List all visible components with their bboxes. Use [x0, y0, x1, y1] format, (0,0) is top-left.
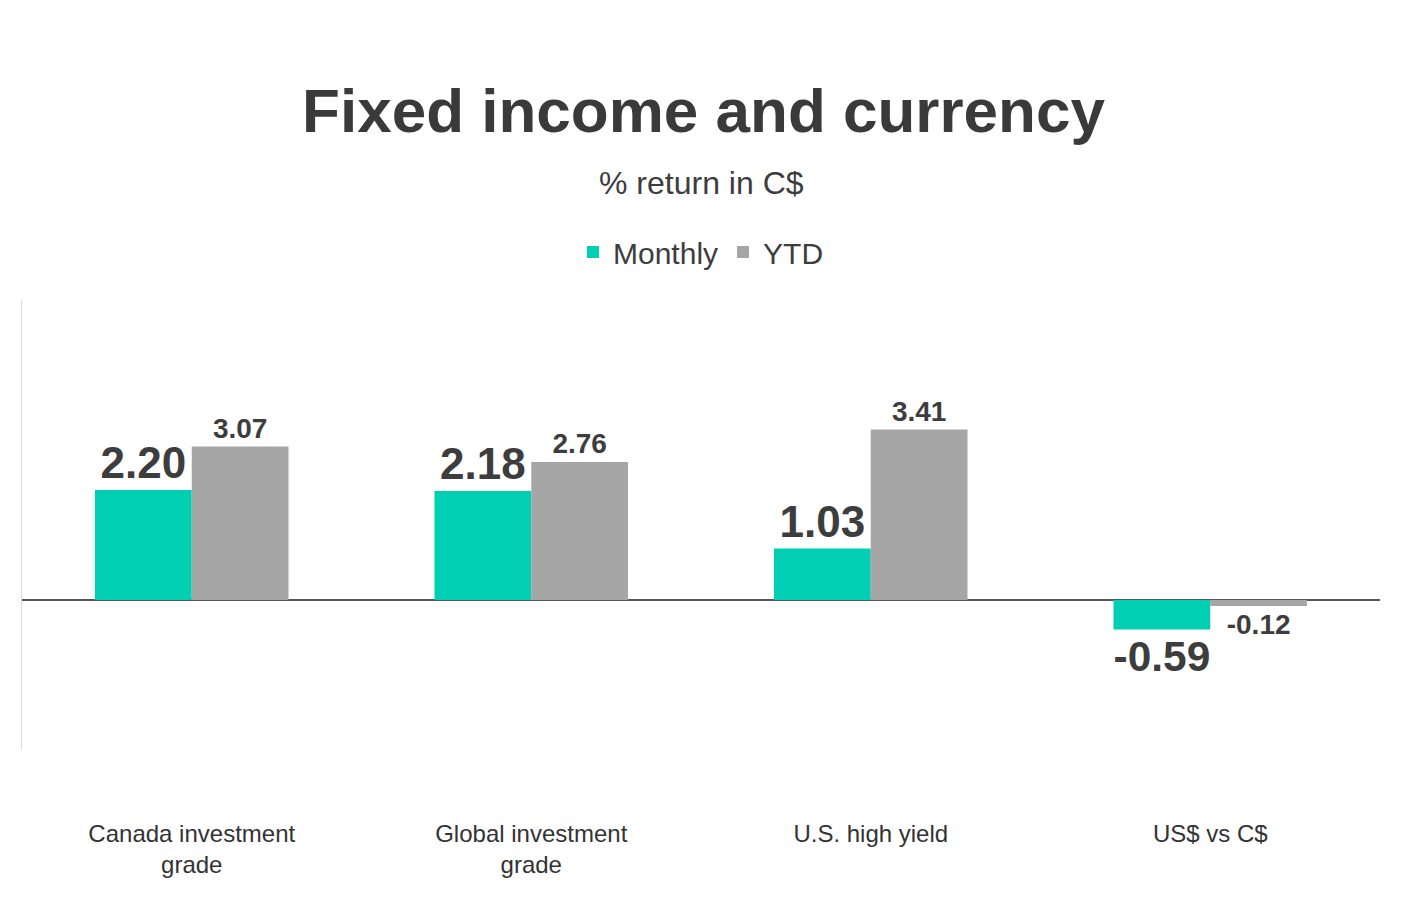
svg-text:YTD: YTD	[763, 237, 823, 270]
svg-text:2.76: 2.76	[552, 428, 607, 459]
svg-text:Global investmentgrade: Global investmentgrade	[435, 820, 627, 878]
svg-text:US$ vs C$: US$ vs C$	[1153, 820, 1268, 847]
svg-text:-0.12: -0.12	[1227, 609, 1291, 640]
svg-text:Fixed income and currency: Fixed income and currency	[302, 76, 1105, 145]
svg-text:2.18: 2.18	[440, 439, 526, 488]
svg-text:2.20: 2.20	[101, 438, 187, 487]
svg-text:3.07: 3.07	[213, 413, 268, 444]
svg-text:Canada investmentgrade: Canada investmentgrade	[88, 820, 295, 878]
svg-text:% return in C$: % return in C$	[599, 165, 804, 201]
svg-text:-0.59: -0.59	[1114, 633, 1211, 680]
svg-text:Monthly: Monthly	[613, 237, 718, 270]
svg-text:U.S. high yield: U.S. high yield	[793, 820, 948, 847]
svg-text:3.41: 3.41	[892, 396, 947, 427]
svg-text:1.03: 1.03	[780, 497, 866, 546]
